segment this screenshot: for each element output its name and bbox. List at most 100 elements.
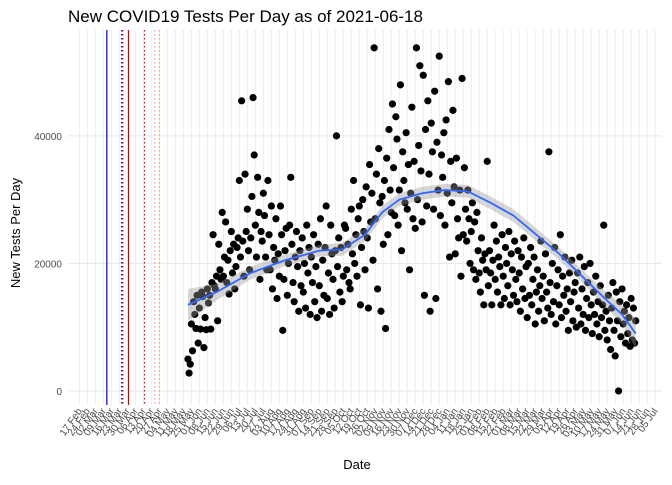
point xyxy=(442,116,450,124)
point xyxy=(591,310,599,319)
point xyxy=(257,227,265,236)
point xyxy=(405,266,414,274)
point xyxy=(274,250,282,258)
point xyxy=(412,44,421,52)
point xyxy=(258,237,266,245)
point xyxy=(286,221,294,229)
point xyxy=(413,196,422,204)
point xyxy=(474,247,482,255)
point xyxy=(383,154,391,162)
point xyxy=(451,250,459,258)
point xyxy=(580,263,588,271)
y-tick-label: 20000 xyxy=(34,259,62,270)
point xyxy=(432,294,440,303)
point xyxy=(483,157,491,165)
point xyxy=(445,253,454,261)
point xyxy=(500,294,508,303)
point xyxy=(241,170,249,178)
point xyxy=(396,81,405,89)
point xyxy=(239,237,247,245)
point xyxy=(203,285,211,293)
point xyxy=(325,310,334,319)
point xyxy=(311,298,319,306)
point xyxy=(469,266,478,274)
point xyxy=(317,307,326,315)
point xyxy=(235,176,243,185)
point xyxy=(614,387,623,395)
point xyxy=(562,307,570,315)
point xyxy=(276,202,285,210)
point xyxy=(599,301,607,309)
point xyxy=(304,269,312,277)
point xyxy=(391,211,399,220)
point xyxy=(524,259,532,268)
point xyxy=(439,173,447,181)
point xyxy=(255,208,263,216)
point xyxy=(465,215,473,223)
point xyxy=(343,266,351,274)
point xyxy=(528,301,536,309)
point xyxy=(373,285,382,293)
point xyxy=(273,294,281,303)
point xyxy=(619,320,627,328)
point xyxy=(244,247,253,255)
point xyxy=(547,310,555,319)
point xyxy=(368,189,376,197)
point xyxy=(493,288,502,296)
point xyxy=(191,310,199,319)
point xyxy=(450,183,458,191)
point xyxy=(251,221,259,229)
point xyxy=(529,275,537,283)
point xyxy=(289,278,297,287)
point xyxy=(219,272,227,280)
point xyxy=(271,256,279,264)
point xyxy=(375,145,383,153)
point xyxy=(323,294,331,303)
point xyxy=(553,282,561,290)
point xyxy=(515,269,523,277)
point xyxy=(354,215,362,223)
point xyxy=(496,263,504,271)
point xyxy=(372,170,381,178)
point xyxy=(395,186,403,194)
point xyxy=(378,192,386,201)
point xyxy=(490,221,498,229)
point xyxy=(449,106,457,114)
point xyxy=(506,301,514,309)
point xyxy=(336,288,344,296)
point xyxy=(185,369,193,377)
point xyxy=(618,285,626,293)
point xyxy=(611,352,619,360)
point xyxy=(214,317,222,325)
point xyxy=(426,307,434,315)
point xyxy=(556,231,564,239)
point xyxy=(321,243,329,252)
point xyxy=(264,176,272,185)
point xyxy=(281,247,289,255)
point xyxy=(341,224,350,232)
point xyxy=(315,282,323,290)
point xyxy=(376,199,384,207)
point xyxy=(369,256,377,264)
point xyxy=(532,288,540,296)
point xyxy=(476,288,484,296)
point xyxy=(604,291,612,299)
point xyxy=(233,243,241,252)
point xyxy=(577,320,585,328)
x-axis-label: Date xyxy=(343,457,370,472)
point xyxy=(617,333,625,341)
point xyxy=(356,301,365,309)
point xyxy=(563,285,571,293)
point xyxy=(283,291,291,299)
point xyxy=(333,263,342,271)
point xyxy=(461,205,470,213)
point xyxy=(247,234,255,242)
point xyxy=(509,291,518,299)
point xyxy=(457,272,465,280)
point xyxy=(593,320,601,328)
point xyxy=(386,186,394,194)
point xyxy=(404,160,413,169)
point xyxy=(204,299,213,307)
point xyxy=(209,231,217,239)
